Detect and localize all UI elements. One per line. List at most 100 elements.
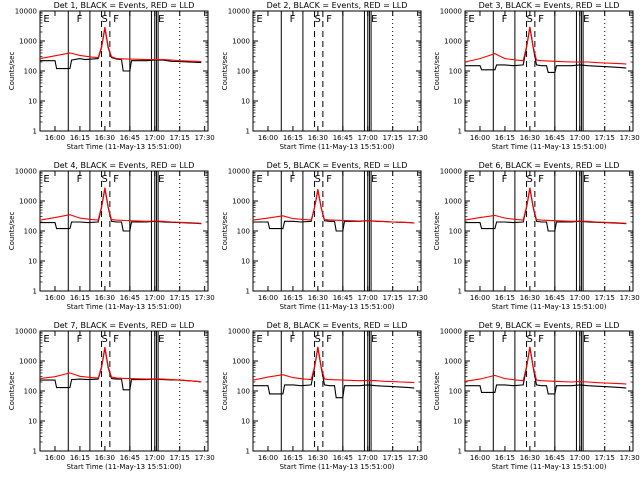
panel-det-5: Det 5, BLACK = Events, RED = LLD 1 10 100 10… <box>221 161 428 311</box>
panel-title: Det 1, BLACK = Events, RED = LLD <box>54 1 195 10</box>
y-tick-label: 10000 <box>440 328 462 336</box>
y-tick-label: 10 <box>241 258 250 266</box>
event-marker-label: S <box>315 174 321 185</box>
x-tick-label: 16:30 <box>308 454 328 462</box>
event-marker-label: F <box>538 334 544 345</box>
series-lld-line <box>464 346 627 385</box>
panel-det-3: Det 3, BLACK = Events, RED = LLD 1 10 100 10… <box>433 1 640 151</box>
event-marker-label: S <box>315 334 321 345</box>
x-axis-label: Start Time (11-May-13 15:51:00) <box>491 303 606 311</box>
x-tick-label: 16:15 <box>70 134 90 142</box>
x-axis-label: Start Time (11-May-13 15:51:00) <box>279 303 394 311</box>
event-marker-label: F <box>77 334 83 345</box>
y-axis-label: Counts/sec <box>433 52 441 91</box>
y-tick-label: 1 <box>246 128 250 136</box>
y-tick-label: 100 <box>237 68 250 76</box>
event-marker-label: F <box>326 174 332 185</box>
x-tick-label: 16:30 <box>95 134 115 142</box>
panel-title: Det 6, BLACK = Events, RED = LLD <box>479 161 620 170</box>
event-marker-label: S <box>102 334 108 345</box>
y-tick-label: 1 <box>458 128 462 136</box>
x-axis-label: Start Time (11-May-13 15:51:00) <box>66 143 181 151</box>
x-tick-label: 16:15 <box>70 294 90 302</box>
x-tick-label: 16:00 <box>45 294 65 302</box>
event-marker-label: F <box>502 334 508 345</box>
y-axis-label: Counts/sec <box>221 212 229 251</box>
panel-det-8: Det 8, BLACK = Events, RED = LLD 1 10 100 10… <box>221 321 428 471</box>
x-tick-label: 17:15 <box>170 454 190 462</box>
x-tick-label: 17:30 <box>620 294 640 302</box>
y-tick-label: 1000 <box>232 358 250 366</box>
event-marker-label: E <box>43 14 49 25</box>
event-marker-label: E <box>371 174 377 185</box>
x-tick-label: 16:30 <box>520 134 540 142</box>
event-marker-label: E <box>43 174 49 185</box>
series-lld-line <box>252 189 415 224</box>
event-marker-label: F <box>290 174 296 185</box>
event-marker-label: E <box>256 14 262 25</box>
event-marker-label: E <box>256 174 262 185</box>
x-tick-label: 17:00 <box>145 134 165 142</box>
y-tick-label: 10000 <box>440 168 462 176</box>
event-marker-label: F <box>326 334 332 345</box>
event-marker-label: E <box>256 334 262 345</box>
x-tick-label: 16:15 <box>283 134 303 142</box>
x-tick-label: 16:30 <box>308 134 328 142</box>
x-tick-label: 17:30 <box>195 294 215 302</box>
x-tick-label: 17:00 <box>570 454 590 462</box>
x-tick-label: 16:00 <box>45 454 65 462</box>
event-marker-label: E <box>583 174 589 185</box>
x-tick-label: 17:15 <box>595 134 615 142</box>
x-tick-label: 16:15 <box>283 454 303 462</box>
event-marker-label: F <box>113 334 119 345</box>
panel-det-9: Det 9, BLACK = Events, RED = LLD 1 10 100 10… <box>433 321 640 471</box>
event-marker-label: E <box>468 334 474 345</box>
y-axis-label: Counts/sec <box>433 212 441 251</box>
y-tick-label: 1 <box>33 288 37 296</box>
x-tick-label: 16:45 <box>545 454 565 462</box>
y-tick-label: 1 <box>33 128 37 136</box>
series-events-line <box>40 28 202 72</box>
y-tick-label: 1000 <box>19 38 37 46</box>
x-axis-label: Start Time (11-May-13 15:51:00) <box>279 143 394 151</box>
series-events-line <box>40 348 202 391</box>
y-tick-label: 10000 <box>15 328 37 336</box>
y-tick-label: 1000 <box>444 38 462 46</box>
y-axis-label: Counts/sec <box>221 372 229 411</box>
event-marker-label: S <box>102 174 108 185</box>
event-marker-label: S <box>102 14 108 25</box>
x-tick-label: 16:30 <box>95 454 115 462</box>
plot-frame <box>464 330 634 452</box>
plot-frame <box>252 330 422 452</box>
y-axis-label: Counts/sec <box>8 52 16 91</box>
x-axis-label: Start Time (11-May-13 15:51:00) <box>66 463 181 471</box>
event-marker-label: E <box>371 334 377 345</box>
x-tick-label: 16:00 <box>258 134 278 142</box>
event-marker-label: S <box>315 14 321 25</box>
event-marker-label: E <box>468 174 474 185</box>
event-marker-label: E <box>583 334 589 345</box>
panel-title: Det 7, BLACK = Events, RED = LLD <box>54 321 195 330</box>
event-marker-label: S <box>527 174 533 185</box>
panel-title: Det 3, BLACK = Events, RED = LLD <box>479 1 620 10</box>
panel-det-6: Det 6, BLACK = Events, RED = LLD 1 10 100 10… <box>433 161 640 311</box>
y-tick-label: 10000 <box>228 168 250 176</box>
event-marker-label: F <box>77 14 83 25</box>
x-tick-label: 17:00 <box>570 134 590 142</box>
panel-title: Det 9, BLACK = Events, RED = LLD <box>479 321 620 330</box>
event-marker-label: F <box>113 174 119 185</box>
x-tick-label: 16:45 <box>545 294 565 302</box>
event-marker-label: F <box>538 174 544 185</box>
x-tick-label: 17:30 <box>408 454 428 462</box>
x-tick-label: 17:15 <box>170 134 190 142</box>
x-tick-label: 16:30 <box>308 294 328 302</box>
y-tick-label: 10 <box>241 418 250 426</box>
x-tick-label: 17:15 <box>595 294 615 302</box>
y-tick-label: 100 <box>237 228 250 236</box>
x-tick-label: 17:30 <box>195 134 215 142</box>
y-tick-label: 1000 <box>19 358 37 366</box>
x-tick-label: 17:00 <box>145 294 165 302</box>
x-axis-label: Start Time (11-May-13 15:51:00) <box>66 303 181 311</box>
y-tick-label: 10000 <box>15 8 37 16</box>
event-marker-label: E <box>43 334 49 345</box>
